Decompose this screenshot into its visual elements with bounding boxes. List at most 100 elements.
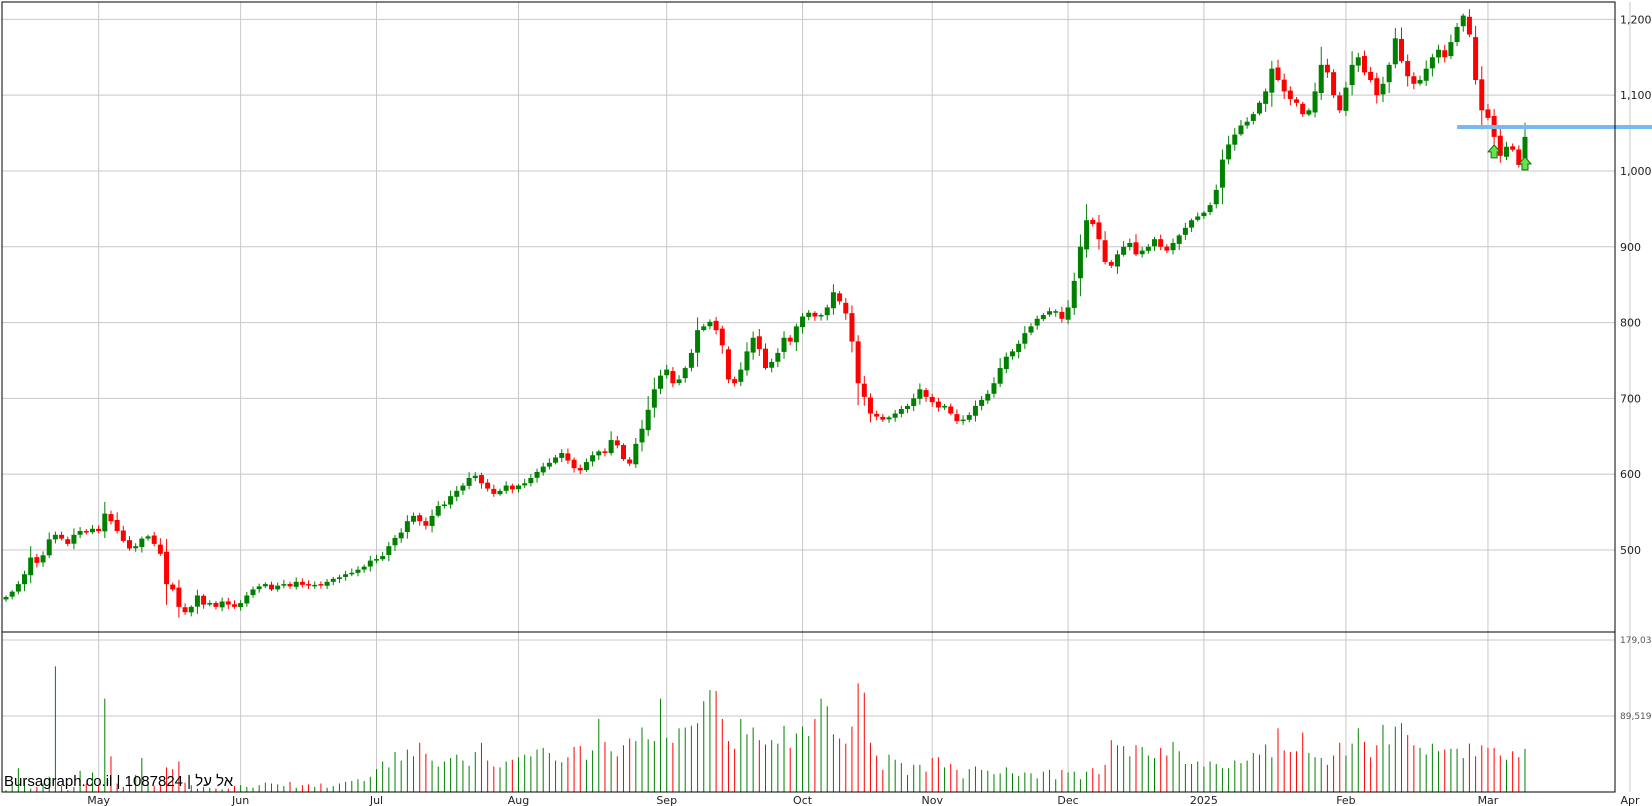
candle-body	[65, 539, 71, 544]
candle-body	[392, 537, 398, 546]
candle-body	[886, 417, 892, 420]
candle-body	[985, 393, 991, 401]
candle-body	[1275, 67, 1281, 81]
candle-body	[1343, 87, 1349, 111]
candle-body	[28, 557, 34, 576]
candle-body	[861, 383, 867, 397]
candle-body	[966, 415, 972, 420]
candle-body	[1466, 16, 1472, 35]
candle-body	[96, 528, 102, 532]
candle-body	[1238, 125, 1244, 135]
candle-body	[627, 459, 633, 464]
volume-bars	[5, 666, 1526, 792]
up-arrow-icon	[1487, 144, 1502, 159]
candle-body	[546, 462, 552, 467]
candle-body	[991, 383, 997, 394]
month-label: Dec	[1057, 794, 1078, 806]
month-label: Jun	[231, 794, 249, 806]
candle-body	[1442, 50, 1448, 58]
candle-body	[1510, 146, 1516, 150]
candle-body	[935, 401, 941, 408]
candle-body	[491, 488, 497, 494]
candle-body	[1429, 57, 1435, 69]
candle-body	[120, 530, 126, 541]
candle-body	[1127, 242, 1133, 248]
month-label: Aug	[508, 794, 529, 806]
candle-body	[139, 538, 145, 548]
month-label: Jul	[369, 794, 383, 806]
candle-body	[763, 348, 768, 369]
candle-body	[1386, 64, 1392, 83]
candle-body	[380, 556, 386, 560]
candle-body	[231, 604, 237, 607]
candle-body	[429, 515, 435, 526]
candle-body	[1423, 68, 1429, 81]
candle-body	[695, 330, 701, 353]
candle-body	[559, 452, 565, 458]
price-tick-label: 900	[1620, 241, 1641, 254]
candle-body	[454, 490, 460, 497]
candle-body	[1300, 103, 1306, 115]
plot-frame	[1, 1, 1616, 793]
candle-body	[46, 539, 52, 556]
candle-body	[40, 555, 46, 563]
candle-body	[849, 313, 855, 342]
candle-body	[9, 591, 15, 597]
candle-body	[343, 574, 349, 577]
candle-body	[664, 369, 670, 376]
candle-body	[565, 453, 571, 461]
candle-body	[1380, 83, 1386, 95]
candle-body	[503, 485, 509, 491]
candle-body	[793, 326, 799, 343]
candle-body	[528, 477, 534, 484]
candle-body	[1207, 205, 1213, 213]
candle-body	[1361, 56, 1367, 73]
price-tick-label: 1,200	[1620, 13, 1652, 26]
candle-body	[71, 534, 77, 544]
month-label: Mar	[1478, 794, 1499, 806]
up-arrow-icon	[1517, 156, 1533, 171]
candle-body	[1108, 261, 1114, 266]
candle-body	[1374, 78, 1380, 96]
candle-body	[306, 584, 312, 586]
candle-body	[256, 586, 262, 590]
candle-body	[145, 536, 151, 539]
candle-body	[1114, 254, 1120, 267]
candle-body	[151, 535, 157, 544]
candle-body	[478, 475, 484, 484]
candle-body	[1065, 307, 1071, 320]
candle-body	[744, 351, 750, 371]
candle-body	[1503, 146, 1509, 157]
candle-body	[1071, 280, 1077, 308]
candle-body	[1226, 144, 1232, 160]
candle-body	[1436, 49, 1442, 58]
candle-body	[516, 485, 522, 490]
candle-body	[312, 584, 318, 587]
candle-body	[1331, 72, 1337, 96]
candle-body	[571, 459, 577, 469]
candle-body	[1473, 37, 1479, 81]
candle-body	[534, 471, 540, 478]
candle-body	[509, 485, 515, 490]
candle-body	[1281, 79, 1287, 92]
candle-body	[1182, 227, 1188, 235]
candle-body	[1479, 79, 1485, 111]
candle-body	[207, 603, 213, 605]
candle-body	[898, 408, 904, 414]
candle-body	[299, 581, 305, 585]
candle-body	[22, 574, 28, 585]
candle-body	[201, 595, 207, 605]
price-tick-label: 800	[1620, 317, 1641, 330]
candle-body	[1084, 220, 1090, 250]
candle-body	[1040, 315, 1046, 320]
candle-body	[77, 531, 83, 535]
candle-body	[324, 581, 330, 586]
candle-body	[1009, 351, 1015, 357]
candle-body	[1133, 242, 1139, 255]
candle-body	[602, 451, 608, 453]
candle-body	[460, 485, 466, 491]
candle-body	[645, 409, 651, 431]
candle-body	[775, 352, 781, 362]
